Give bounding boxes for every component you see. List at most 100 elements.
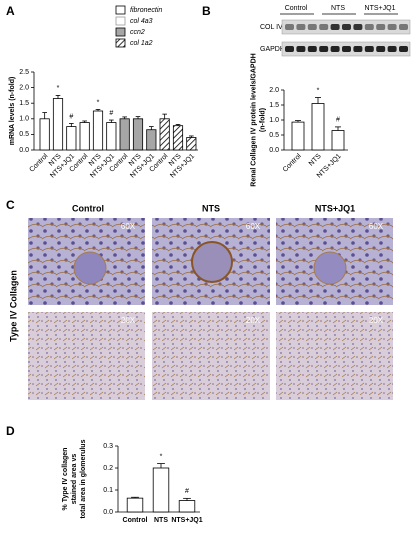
micrograph bbox=[152, 312, 270, 400]
bar bbox=[119, 118, 130, 151]
legend-label: ccn2 bbox=[130, 29, 145, 36]
blot-row-label: COL IV bbox=[260, 24, 283, 31]
x-tick-label: NTS bbox=[308, 153, 323, 168]
row-label: Type IV Collagen bbox=[8, 270, 18, 342]
bar bbox=[159, 118, 170, 151]
blot-band bbox=[376, 24, 386, 30]
panel-c: C Control NTS NTS+JQ1 Type IV Collagen 6… bbox=[6, 198, 393, 400]
significance-marker: # bbox=[109, 110, 113, 117]
x-tick-label: Control bbox=[123, 517, 148, 524]
micrograph bbox=[276, 312, 393, 400]
y-tick-label: 0.0 bbox=[103, 509, 113, 516]
y-tick-label: 1.5 bbox=[269, 102, 279, 109]
blot-band bbox=[330, 24, 340, 30]
y-tick-label: 1.0 bbox=[19, 116, 29, 123]
glomerulus bbox=[73, 251, 107, 285]
bar bbox=[172, 125, 184, 151]
panel-label: D bbox=[6, 424, 15, 438]
y-axis-label: (n-fold) bbox=[259, 108, 266, 132]
y-tick-label: 2.5 bbox=[19, 69, 29, 76]
magnification: 20X bbox=[246, 316, 261, 325]
blot-band bbox=[285, 46, 294, 52]
blot-band bbox=[307, 46, 317, 52]
blot-lane-label: NTS bbox=[331, 5, 345, 12]
glomerulus bbox=[191, 241, 233, 283]
blot-band bbox=[399, 46, 408, 52]
bar bbox=[146, 129, 157, 151]
bar bbox=[178, 500, 196, 513]
blot-band bbox=[387, 24, 397, 30]
blot-band bbox=[285, 24, 294, 30]
blot-band bbox=[364, 46, 374, 52]
x-tick-label: NTS+JQ1 bbox=[171, 517, 202, 524]
y-tick-label: 0.5 bbox=[269, 132, 279, 139]
blot-band bbox=[353, 46, 363, 52]
panel-label: A bbox=[6, 4, 15, 18]
blot-band bbox=[307, 24, 317, 30]
bar bbox=[186, 137, 197, 151]
bar bbox=[79, 122, 90, 151]
column-header: NTS+JQ1 bbox=[315, 203, 355, 213]
glomerulus bbox=[313, 251, 347, 285]
bar bbox=[39, 118, 50, 151]
blot-band bbox=[319, 24, 329, 30]
blot-lane-label: NTS+JQ1 bbox=[365, 5, 396, 12]
micrograph bbox=[28, 312, 145, 400]
y-tick-label: 1.5 bbox=[19, 100, 29, 107]
legend-label: col 1a2 bbox=[130, 40, 153, 47]
blot-band bbox=[342, 24, 351, 30]
y-axis-label: total area in glomerulus bbox=[80, 439, 87, 518]
y-tick-label: 0.5 bbox=[19, 131, 29, 138]
y-tick-label: 0.2 bbox=[103, 465, 113, 472]
column-header: NTS bbox=[202, 203, 220, 213]
bar bbox=[92, 110, 104, 151]
legend-swatch bbox=[115, 27, 126, 37]
y-tick-label: 0.0 bbox=[269, 147, 279, 154]
bar bbox=[106, 122, 117, 151]
magnification: 60X bbox=[369, 222, 384, 231]
x-tick-label: NTS bbox=[154, 517, 168, 524]
bar bbox=[291, 121, 305, 151]
legend-label: fibronectin bbox=[130, 7, 162, 14]
bar bbox=[52, 98, 64, 151]
blot-band bbox=[353, 24, 363, 30]
blot-lane-label: Control bbox=[285, 5, 308, 12]
blot-band bbox=[376, 46, 386, 52]
y-tick-label: 0.0 bbox=[19, 147, 29, 154]
bar bbox=[331, 130, 345, 151]
y-tick-label: 2.0 bbox=[19, 84, 29, 91]
y-axis-label: Renal Collagen IV protein levels/GAPDH bbox=[250, 53, 257, 186]
magnification: 60X bbox=[121, 222, 136, 231]
significance-marker: * bbox=[57, 85, 60, 92]
bar bbox=[132, 118, 144, 151]
magnification: 20X bbox=[121, 316, 136, 325]
significance-marker: # bbox=[336, 117, 340, 124]
y-tick-label: 2.0 bbox=[269, 87, 279, 94]
y-axis-label: % Type IV collagen bbox=[62, 448, 69, 511]
blot-band bbox=[364, 24, 374, 30]
x-tick-label: Control bbox=[28, 152, 49, 173]
blot-band bbox=[399, 24, 408, 30]
legend-swatch bbox=[115, 38, 126, 48]
column-header: Control bbox=[72, 203, 104, 213]
bar bbox=[126, 497, 144, 513]
bar bbox=[66, 126, 77, 151]
significance-marker: * bbox=[317, 87, 320, 94]
bar bbox=[311, 103, 325, 151]
significance-marker: * bbox=[160, 453, 163, 460]
blot-band bbox=[387, 46, 397, 52]
blot-band bbox=[296, 46, 306, 52]
blot-band bbox=[296, 24, 306, 30]
blot-row-label: GAPDH bbox=[260, 46, 285, 53]
magnification: 60X bbox=[246, 222, 261, 231]
blot-band bbox=[319, 46, 329, 52]
legend-swatch bbox=[115, 5, 126, 15]
significance-marker: * bbox=[97, 99, 100, 106]
y-tick-label: 0.3 bbox=[103, 443, 113, 450]
y-axis-label: mRNA levels (n-fold) bbox=[9, 77, 16, 146]
blot-band bbox=[330, 46, 340, 52]
bar bbox=[152, 467, 170, 513]
y-tick-label: 1.0 bbox=[269, 117, 279, 124]
legend-swatch bbox=[115, 16, 126, 26]
